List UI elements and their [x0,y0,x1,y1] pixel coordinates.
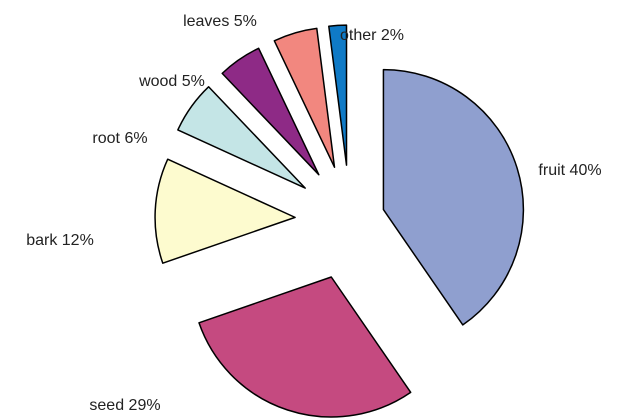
pie-slice-wood [221,47,320,176]
pie-label-wood: wood 5% [138,73,205,90]
pie-label-other: other 2% [340,27,404,44]
pie-slice-other [328,24,348,166]
pie-label-fruit: fruit 40% [538,162,601,179]
pie-slice-root [177,86,306,189]
pie-slice-fruit [382,68,525,326]
pie-slices [154,24,525,418]
pie-slice-bark [154,158,296,264]
pie-labels: fruit 40% seed 29% bark 12% root 6% wood 5% l… [26,13,601,414]
pie-label-root: root 6% [92,130,147,147]
pie-label-leaves: leaves 5% [183,13,257,30]
pie-slice-seed [198,276,412,418]
pie-label-seed: seed 29% [89,397,160,414]
pie-label-bark: bark 12% [26,232,94,249]
pie-slice-leaves [273,27,336,168]
